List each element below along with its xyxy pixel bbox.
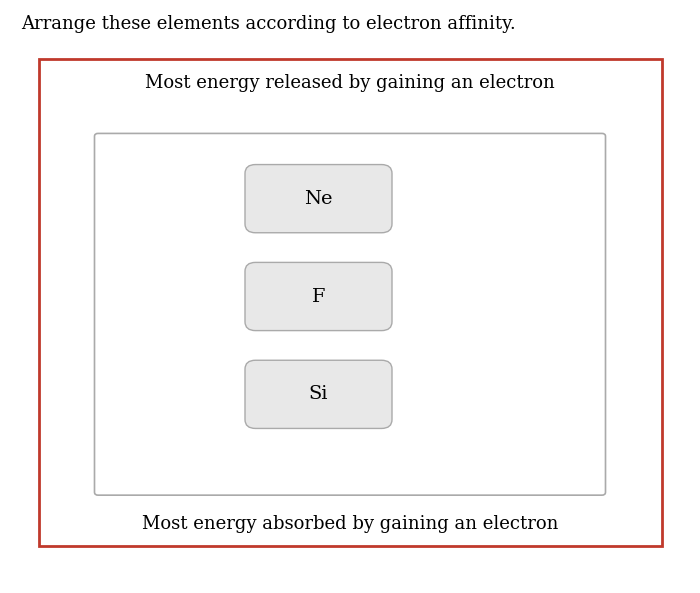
FancyBboxPatch shape xyxy=(245,361,392,428)
FancyBboxPatch shape xyxy=(245,262,392,331)
FancyBboxPatch shape xyxy=(38,59,661,546)
Text: Most energy absorbed by gaining an electron: Most energy absorbed by gaining an elect… xyxy=(142,515,558,533)
Text: F: F xyxy=(312,288,326,305)
Text: Most energy released by gaining an electron: Most energy released by gaining an elect… xyxy=(145,74,555,92)
Text: Si: Si xyxy=(309,385,328,403)
FancyBboxPatch shape xyxy=(245,165,392,233)
Text: Ne: Ne xyxy=(304,190,332,208)
Text: Arrange these elements according to electron affinity.: Arrange these elements according to elec… xyxy=(21,15,516,33)
FancyBboxPatch shape xyxy=(94,133,606,495)
